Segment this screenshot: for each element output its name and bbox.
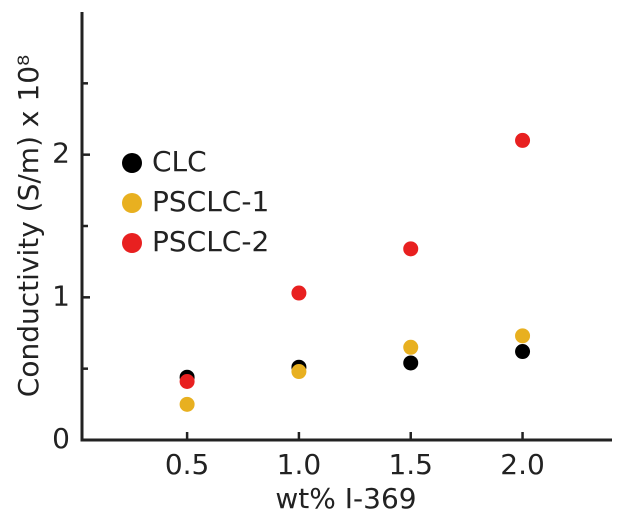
point <box>515 328 531 344</box>
x-tick-label: 2.0 <box>500 448 545 481</box>
point <box>291 364 307 380</box>
x-tick-label: 0.5 <box>165 448 210 481</box>
y-tick-label: 0 <box>52 422 70 455</box>
x-tick-label: 1.5 <box>388 448 433 481</box>
y-tick-label: 2 <box>52 137 70 170</box>
point <box>515 344 531 360</box>
legend-label: PSCLC-2 <box>152 225 269 258</box>
legend-marker <box>122 193 142 213</box>
x-axis-label: wt% I-369 <box>275 482 416 515</box>
x-tick-label: 1.0 <box>277 448 322 481</box>
y-axis-label: Conductivity (S/m) x 10⁸ <box>12 55 45 397</box>
point <box>403 241 419 257</box>
legend-marker <box>122 233 142 253</box>
point <box>403 339 419 355</box>
point <box>515 132 531 148</box>
y-tick-label: 1 <box>52 279 70 312</box>
point <box>179 396 195 412</box>
point <box>179 374 195 390</box>
legend-marker <box>122 153 142 173</box>
point <box>403 355 419 371</box>
point <box>291 285 307 301</box>
legend-label: PSCLC-1 <box>152 185 269 218</box>
legend-label: CLC <box>152 145 207 178</box>
